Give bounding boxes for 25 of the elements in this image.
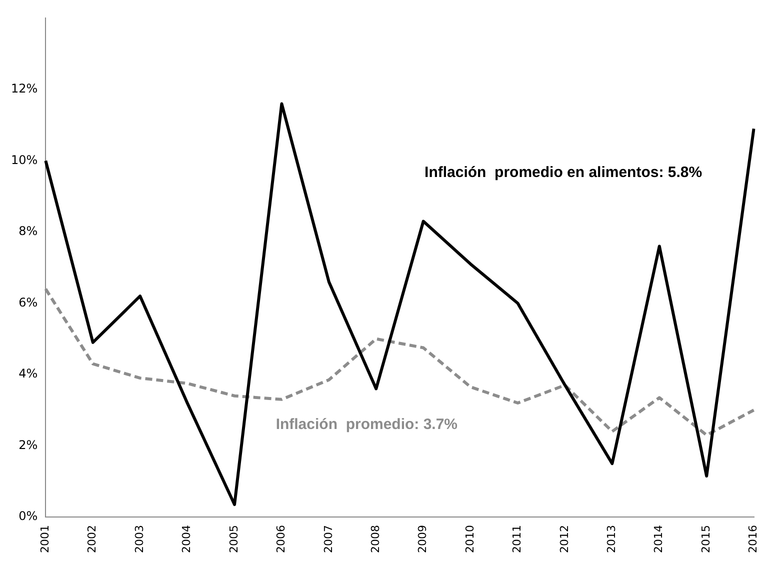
x-tick-label: 2007 xyxy=(322,525,335,554)
y-tick-label: 0% xyxy=(18,509,38,524)
x-tick-label: 2009 xyxy=(416,525,430,554)
x-tick-label: 2006 xyxy=(274,525,288,554)
x-tick-label: 2013 xyxy=(605,525,618,554)
y-tick-label: 8% xyxy=(18,224,38,238)
x-tick-label: 2004 xyxy=(180,525,194,554)
y-tick-label: 10% xyxy=(11,152,38,167)
series-label: Inflación promedio: 3.7% xyxy=(276,416,458,433)
y-tick-label: 2% xyxy=(18,438,38,452)
x-tick-label: 2003 xyxy=(132,525,146,554)
x-tick-label: 2005 xyxy=(227,525,240,554)
text: Inflación promedio en alimentos: 5.8% xyxy=(424,164,702,181)
y-tick-label: 6% xyxy=(18,295,38,310)
y-tick-label: 12% xyxy=(11,82,38,96)
x-tick-label: 2014 xyxy=(652,525,666,554)
x-tick-label: 2010 xyxy=(463,525,476,554)
x-tick-label: 2016 xyxy=(746,525,760,554)
x-tick-label: 2001 xyxy=(38,525,52,554)
x-tick-label: 2002 xyxy=(86,525,99,554)
y-tick-label: 4% xyxy=(18,366,38,381)
x-tick-label: 2011 xyxy=(510,525,524,554)
x-tick-label: 2015 xyxy=(699,525,712,554)
x-tick-label: 2008 xyxy=(368,525,382,554)
x-tick-label: 2012 xyxy=(558,525,571,554)
